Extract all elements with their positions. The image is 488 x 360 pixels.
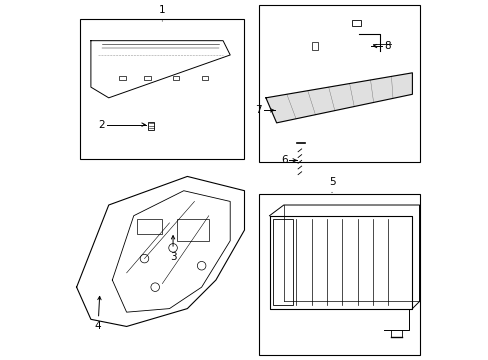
Bar: [258, 194, 419, 355]
Text: 1: 1: [159, 5, 165, 21]
Bar: [351, 20, 360, 26]
Bar: [312, 42, 317, 50]
Bar: [201, 76, 207, 80]
Bar: [80, 19, 244, 158]
Bar: [272, 219, 293, 305]
Bar: [137, 219, 162, 234]
Bar: [176, 219, 208, 241]
Text: 8: 8: [383, 41, 390, 51]
Polygon shape: [265, 73, 411, 123]
Bar: [173, 76, 179, 80]
Bar: [148, 122, 154, 130]
Text: 2: 2: [98, 120, 105, 130]
Text: 6: 6: [281, 156, 287, 165]
Text: 5: 5: [328, 177, 335, 193]
Text: 4: 4: [95, 296, 101, 332]
Bar: [144, 76, 151, 80]
Bar: [119, 76, 125, 80]
Bar: [258, 5, 419, 162]
Text: 7: 7: [255, 105, 262, 115]
Text: 3: 3: [169, 236, 176, 262]
